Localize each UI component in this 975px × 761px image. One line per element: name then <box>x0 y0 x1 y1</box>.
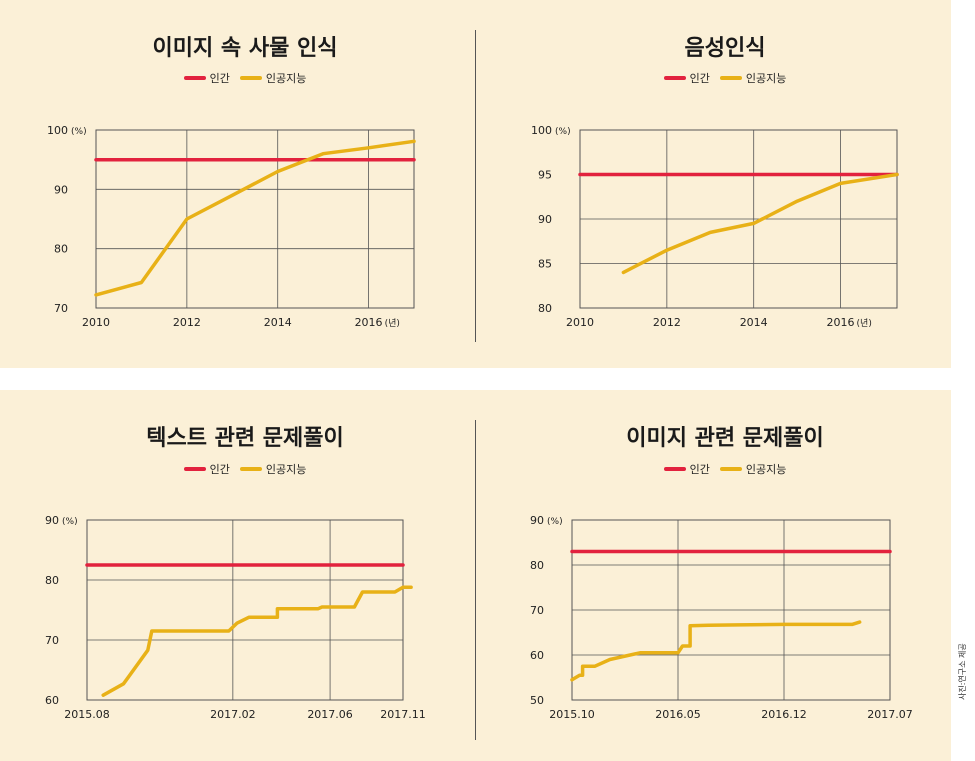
x-tick-label: 2015.08 <box>64 708 110 721</box>
y-unit-label: (%) <box>547 517 563 527</box>
series-line-ai <box>101 585 413 697</box>
y-tick-label: 80 <box>45 574 59 587</box>
legend-item-human: 인간 <box>183 70 230 86</box>
y-tick-label: 85 <box>538 258 552 271</box>
x-tick-label: 2014 <box>740 316 768 329</box>
legend-item-ai: 인공지능 <box>719 70 787 86</box>
y-tick-label: 60 <box>530 649 544 662</box>
y-tick-label: 100 <box>531 124 552 137</box>
x-tick-label: 2016.12 <box>761 708 807 721</box>
x-tick-label: 2012 <box>173 316 201 329</box>
legend-swatch-ai <box>719 467 742 471</box>
series-line-ai <box>94 139 416 297</box>
x-unit-label: (년) <box>857 318 872 329</box>
legend-swatch-human <box>183 76 206 80</box>
legend-swatch-human <box>663 76 686 80</box>
legend-label-human: 인간 <box>689 463 710 476</box>
x-tick-label: 2016.05 <box>655 708 701 721</box>
legend-item-ai: 인공지능 <box>719 461 787 477</box>
legend-swatch-human <box>663 467 686 471</box>
x-tick-label: 2016 <box>355 316 383 329</box>
legend-swatch-ai <box>239 467 262 471</box>
legend-item-ai: 인공지능 <box>239 461 307 477</box>
chart-title: 이미지 관련 문제풀이 <box>626 426 824 451</box>
x-tick-label: 2017.11 <box>380 708 426 721</box>
x-tick-label: 2017.06 <box>307 708 353 721</box>
plot-frame <box>86 519 404 701</box>
y-tick-label: 90 <box>538 213 552 226</box>
legend-swatch-ai <box>719 76 742 80</box>
y-tick-label: 95 <box>538 169 552 182</box>
y-tick-label: 90 <box>530 514 544 527</box>
y-tick-label: 80 <box>538 302 552 315</box>
x-tick-label: 2010 <box>82 316 110 329</box>
legend-label-human: 인간 <box>209 463 230 476</box>
chart-legend: 인간 인공지능 <box>20 461 470 477</box>
panel-divider <box>475 420 476 740</box>
legend-swatch-human <box>183 467 206 471</box>
panel-divider <box>475 30 476 342</box>
chart-title: 이미지 속 사물 인식 <box>152 36 338 61</box>
legend-label-ai: 인공지능 <box>745 463 787 476</box>
y-tick-label: 90 <box>45 514 59 527</box>
legend-label-ai: 인공지능 <box>745 72 787 85</box>
y-unit-label: (%) <box>555 127 571 137</box>
series-line-ai <box>570 620 862 682</box>
series-line-ai <box>621 172 899 275</box>
x-tick-label: 2010 <box>566 316 594 329</box>
y-tick-label: 60 <box>45 694 59 707</box>
y-tick-label: 90 <box>54 183 68 196</box>
x-unit-label: (년) <box>385 318 400 329</box>
legend-label-ai: 인공지능 <box>265 72 307 85</box>
y-tick-label: 70 <box>45 634 59 647</box>
chart-legend: 인간 인공지능 <box>20 70 470 86</box>
legend-label-ai: 인공지능 <box>265 463 307 476</box>
x-tick-label: 2017.02 <box>210 708 256 721</box>
legend-item-human: 인간 <box>183 461 230 477</box>
legend-item-human: 인간 <box>663 461 710 477</box>
chart-title: 음성인식 <box>684 36 766 61</box>
legend-label-human: 인간 <box>209 72 230 85</box>
chart-legend: 인간 인공지능 <box>500 70 950 86</box>
y-unit-label: (%) <box>71 127 87 137</box>
legend-swatch-ai <box>239 76 262 80</box>
legend-item-ai: 인공지능 <box>239 70 307 86</box>
chart-legend: 인간 인공지능 <box>500 461 950 477</box>
chart-title: 텍스트 관련 문제풀이 <box>146 426 344 451</box>
y-tick-label: 80 <box>54 243 68 256</box>
y-tick-label: 70 <box>54 302 68 315</box>
y-tick-label: 80 <box>530 559 544 572</box>
x-tick-label: 2017.07 <box>867 708 913 721</box>
legend-item-human: 인간 <box>663 70 710 86</box>
x-tick-label: 2015.10 <box>549 708 595 721</box>
x-tick-label: 2014 <box>264 316 292 329</box>
x-tick-label: 2012 <box>653 316 681 329</box>
y-tick-label: 100 <box>47 124 68 137</box>
photo-credit: 사진:연구소 제공 <box>958 643 967 700</box>
y-tick-label: 50 <box>530 694 544 707</box>
y-tick-label: 70 <box>530 604 544 617</box>
y-unit-label: (%) <box>62 517 78 527</box>
x-tick-label: 2016 <box>827 316 855 329</box>
legend-label-human: 인간 <box>689 72 710 85</box>
